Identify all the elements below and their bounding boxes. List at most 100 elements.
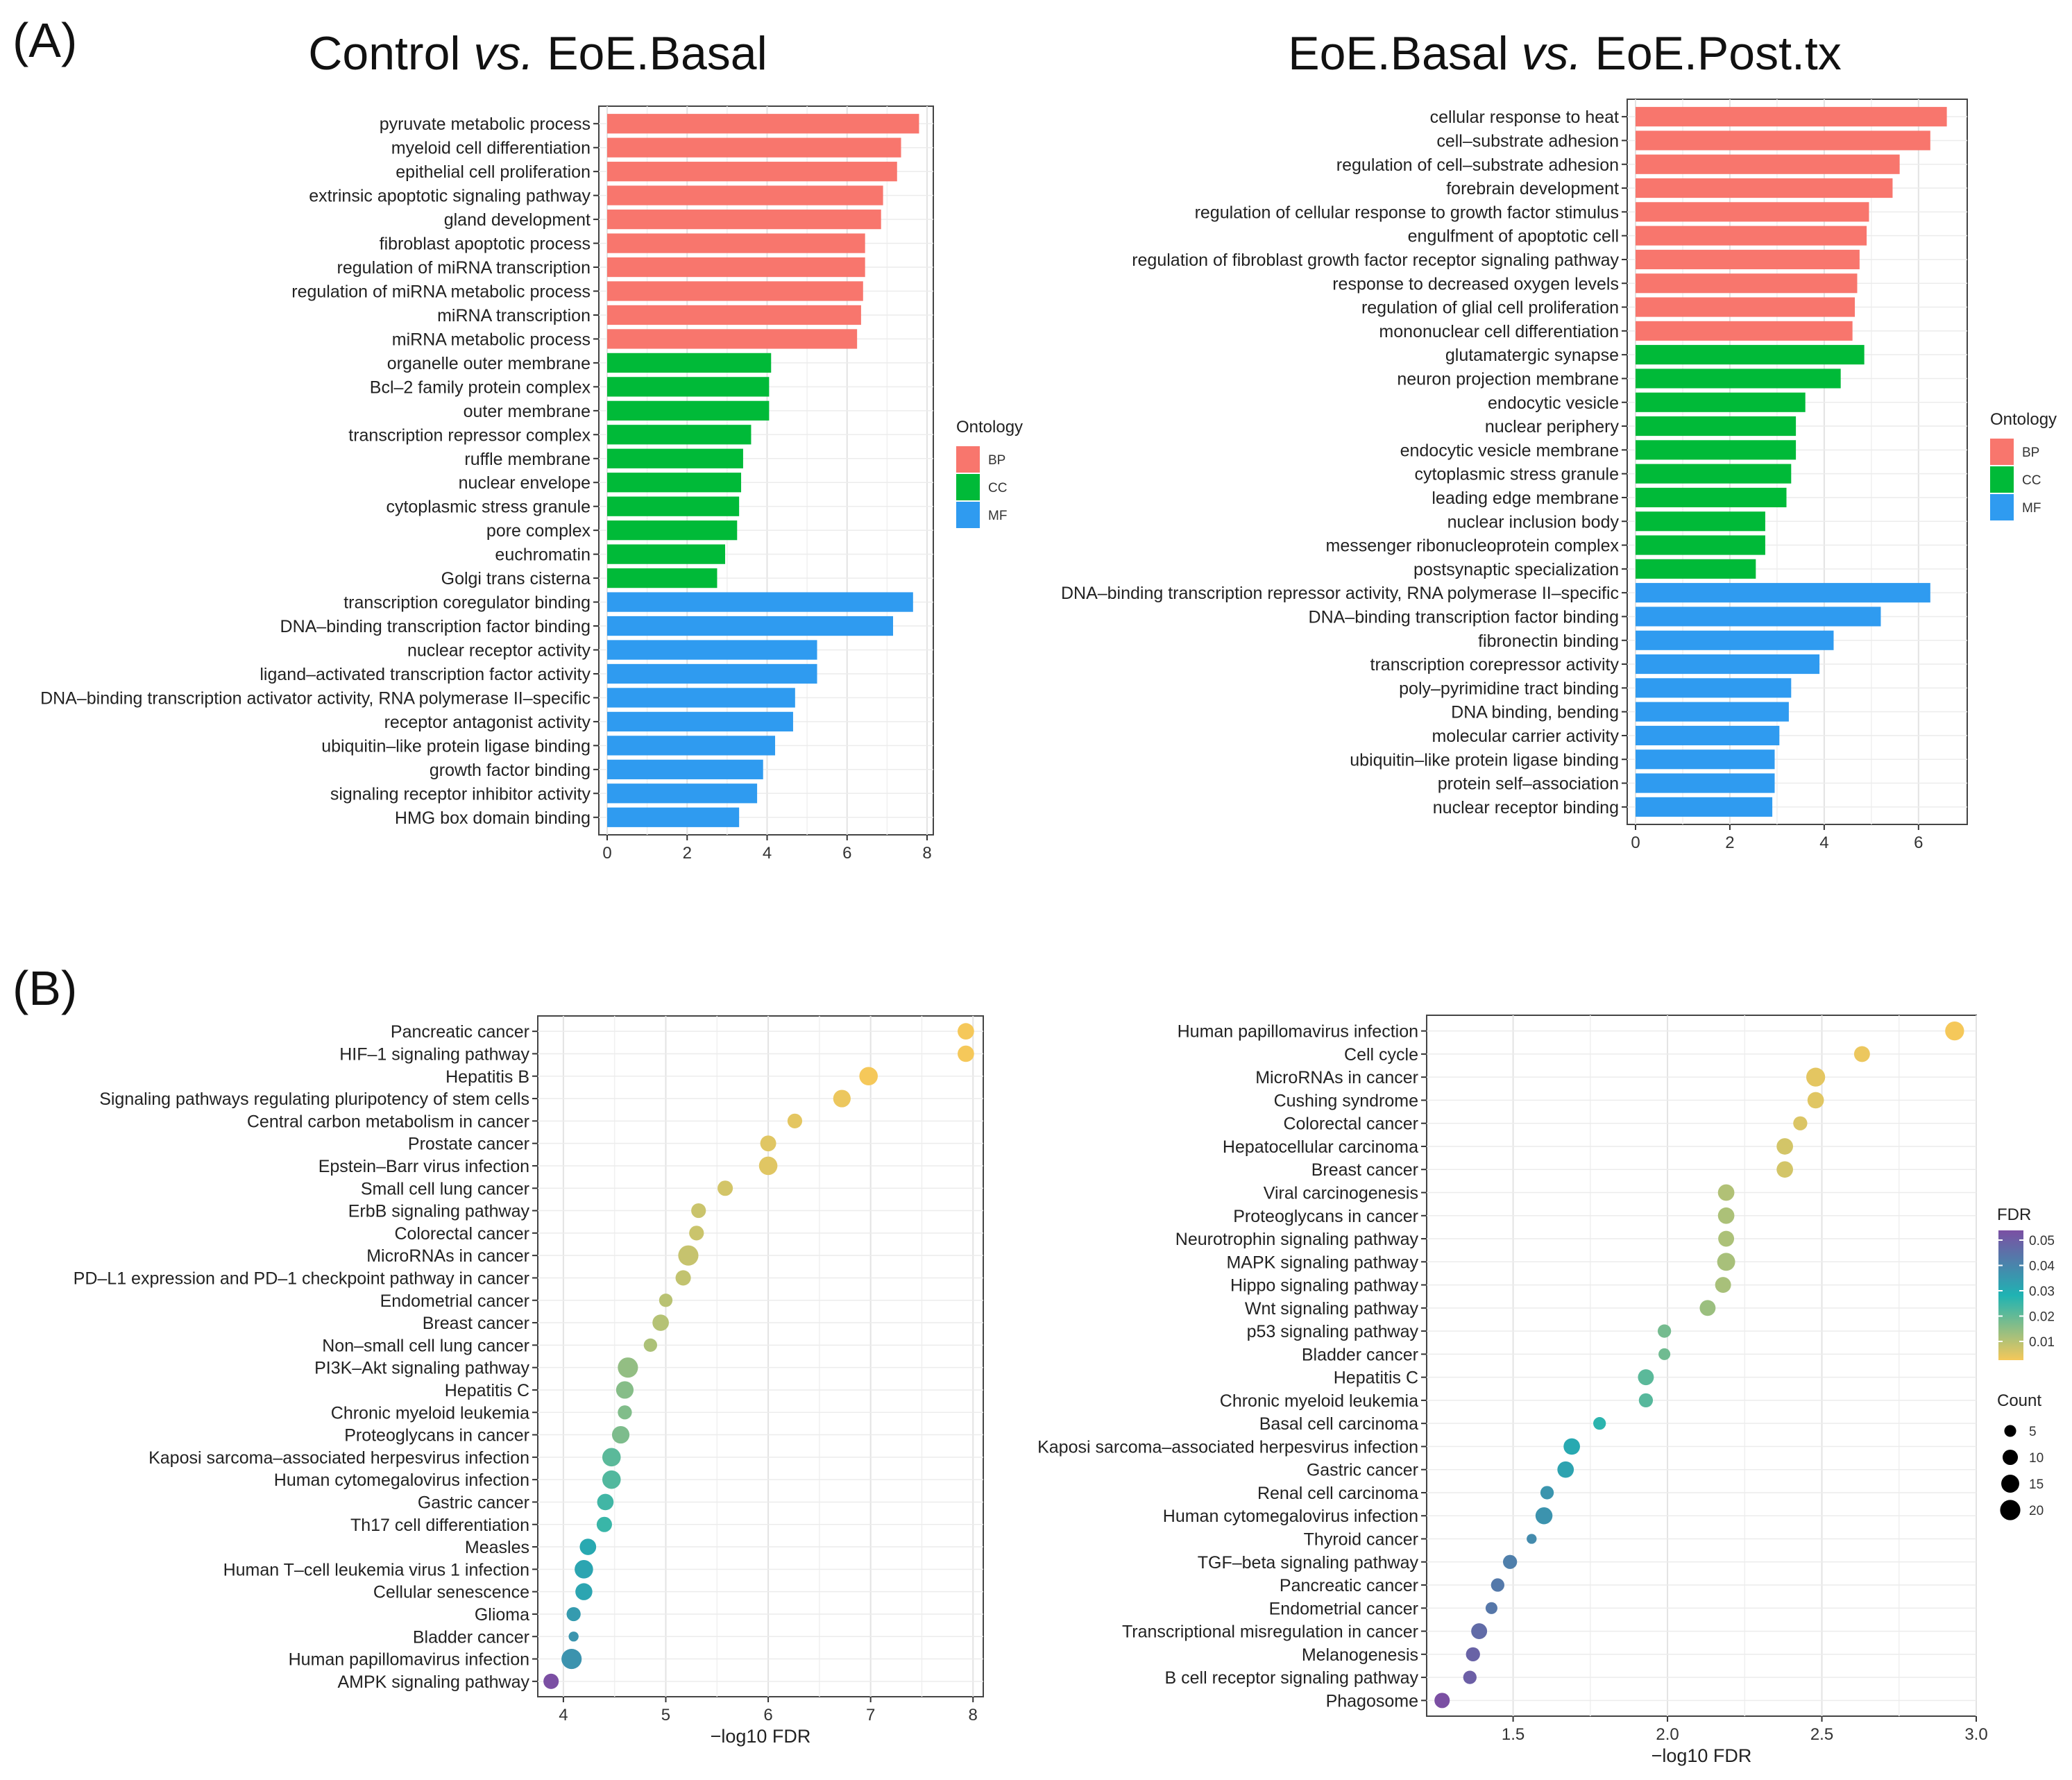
dot-pancreatic-cancer: [958, 1023, 974, 1040]
dot-hepatitis-b: [859, 1067, 878, 1086]
category-label: ligand–activated transcription factor ac…: [260, 665, 591, 684]
x-tick-label: 0: [602, 844, 611, 863]
bar-regulation-of-mirna-metabolic-process: [607, 281, 863, 301]
category-label: cell–substrate adhesion: [1436, 131, 1619, 151]
dot-hepatitis-c: [1638, 1369, 1654, 1386]
dot-breast-cancer: [652, 1314, 669, 1331]
dot-measles: [579, 1539, 597, 1555]
legend-swatch-cc: [956, 474, 980, 500]
category-label: Gastric cancer: [418, 1493, 529, 1512]
category-label: mononuclear cell differentiation: [1379, 322, 1619, 341]
category-label: p53 signaling pathway: [1247, 1322, 1419, 1341]
bar-golgi-trans-cisterna: [607, 568, 717, 588]
dot-gastric-cancer: [1557, 1461, 1574, 1478]
category-label: postsynaptic specialization: [1413, 560, 1619, 579]
category-label: Proteoglycans in cancer: [1233, 1207, 1418, 1226]
category-label: Bladder cancer: [1302, 1345, 1418, 1364]
bar-dna-binding-bending: [1636, 702, 1789, 722]
category-label: MAPK signaling pathway: [1226, 1253, 1418, 1272]
category-label: MicroRNAs in cancer: [1255, 1068, 1418, 1087]
category-label: Hepatitis C: [445, 1381, 529, 1400]
category-label: miRNA transcription: [437, 306, 591, 325]
category-label: nuclear inclusion body: [1447, 512, 1620, 532]
category-label: Cellular senescence: [373, 1583, 529, 1602]
bar-cell-substrate-adhesion: [1636, 130, 1930, 151]
bar-outer-membrane: [607, 400, 770, 421]
bar-signaling-receptor-inhibitor-activity: [607, 783, 758, 804]
category-label: Chronic myeloid leukemia: [331, 1403, 529, 1423]
bar-extrinsic-apoptotic-signaling-pathway: [607, 185, 883, 205]
dot-colorectal-cancer: [689, 1226, 704, 1241]
dot-transcriptional-misregulation-in-cancer: [1471, 1623, 1488, 1640]
dot-human-cytomegalovirus-infection: [1535, 1507, 1553, 1525]
chart-eoe-basal-vs-post-tx-kegg-dots: Human papillomavirus infection Cell cycle…: [1037, 1015, 1988, 1766]
bar-neuron-projection-membrane: [1636, 368, 1841, 389]
category-label: PI3K–Akt signaling pathway: [314, 1359, 529, 1378]
bar-myeloid-cell-differentiation: [607, 137, 901, 158]
category-label: Th17 cell differentiation: [350, 1516, 529, 1535]
fdr-tick-label: 0.03: [2029, 1285, 2055, 1299]
bar-protein-self-association: [1636, 773, 1775, 793]
category-label: ruffle membrane: [464, 450, 591, 469]
category-label: extrinsic apoptotic signaling pathway: [309, 187, 591, 206]
category-label: poly–pyrimidine tract binding: [1399, 679, 1619, 698]
bar-leading-edge-membrane: [1636, 487, 1787, 508]
category-label: euchromatin: [495, 545, 591, 565]
category-label: Cushing syndrome: [1274, 1091, 1418, 1110]
dot-pd-l1-expression-and-pd-1-checkpoint-pathway-in-cancer: [675, 1270, 691, 1286]
dot-b-cell-receptor-signaling-pathway: [1463, 1670, 1477, 1684]
category-label: B cell receptor signaling pathway: [1165, 1668, 1419, 1688]
count-legend-title: Count: [1997, 1391, 2041, 1410]
dot-human-t-cell-leukemia-virus-1-infection: [575, 1560, 593, 1579]
category-label: response to decreased oxygen levels: [1332, 274, 1619, 294]
x-tick-label: 8: [969, 1706, 978, 1724]
category-label: Prostate cancer: [408, 1135, 529, 1154]
category-label: pore complex: [486, 521, 591, 541]
dot-neurotrophin-signaling-pathway: [1718, 1230, 1735, 1247]
dot-phagosome: [1434, 1693, 1450, 1709]
category-label: fibroblast apoptotic process: [380, 235, 591, 254]
category-label: glutamatergic synapse: [1445, 346, 1619, 365]
category-label: leading edge membrane: [1432, 489, 1619, 508]
category-label: Pancreatic cancer: [391, 1022, 529, 1042]
category-label: receptor antagonist activity: [384, 713, 591, 732]
bar-endocytic-vesicle-membrane: [1636, 440, 1797, 460]
category-label: engulfment of apoptotic cell: [1408, 227, 1619, 246]
category-label: regulation of cell–substrate adhesion: [1336, 155, 1619, 175]
category-label: gland development: [444, 210, 591, 230]
category-label: signaling receptor inhibitor activity: [330, 784, 591, 804]
dot-proteoglycans-in-cancer: [1717, 1207, 1735, 1224]
legend-swatch-cc: [1990, 466, 2014, 493]
legend-label: MF: [988, 509, 1007, 523]
bar-dna-binding-transcription-activator-activity-rna-polymerase-ii-specific: [607, 688, 795, 708]
dot-th17-cell-differentiation: [596, 1516, 612, 1532]
category-label: regulation of miRNA transcription: [337, 258, 591, 278]
category-label: endocytic vesicle membrane: [1400, 441, 1619, 460]
count-size-legend: Count 5 10 15 20: [1997, 1391, 2044, 1520]
category-label: transcription corepressor activity: [1370, 655, 1620, 675]
panel-label-a: (A): [12, 13, 77, 67]
x-tick-label: 8: [922, 844, 931, 863]
category-label: Breast cancer: [423, 1314, 529, 1333]
category-label: Golgi trans cisterna: [441, 569, 591, 588]
bar-organelle-outer-membrane: [607, 353, 772, 373]
category-label: Thyroid cancer: [1304, 1530, 1418, 1550]
dot-hepatocellular-carcinoma: [1776, 1138, 1793, 1155]
bar-fibronectin-binding: [1636, 630, 1834, 650]
dot-tgf-beta-signaling-pathway: [1502, 1554, 1518, 1569]
category-label: regulation of fibroblast growth factor r…: [1132, 251, 1619, 270]
bar-glutamatergic-synapse: [1636, 345, 1865, 365]
legend-title: Ontology: [1990, 410, 2057, 429]
legend-swatch-bp: [956, 446, 980, 473]
category-label: Non–small cell lung cancer: [322, 1336, 529, 1355]
category-label: molecular carrier activity: [1432, 727, 1619, 746]
dot-proteoglycans-in-cancer: [611, 1425, 630, 1444]
legend-label: CC: [988, 481, 1007, 495]
fdr-tick-label: 0.02: [2029, 1310, 2055, 1325]
category-label: Wnt signaling pathway: [1245, 1299, 1419, 1319]
category-label: Human cytomegalovirus infection: [274, 1470, 529, 1490]
category-label: Hepatitis C: [1334, 1368, 1418, 1388]
bar-euchromatin: [607, 544, 725, 564]
